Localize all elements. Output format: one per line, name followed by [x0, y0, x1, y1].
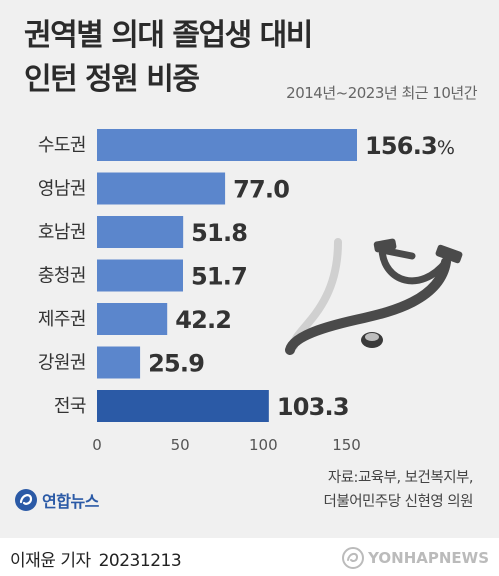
title-line-2: 인턴 정원 비중	[24, 62, 200, 97]
yonhap-swirl-icon	[342, 547, 365, 569]
category-label-4: 충청권	[38, 266, 86, 287]
bar-5	[97, 303, 168, 335]
x-axis-ticks: 0 50 100 150	[92, 436, 361, 454]
reporter-name: 이재윤 기자	[10, 551, 91, 571]
chart-subtitle: 2014년~2023년 최근 10년간	[286, 84, 477, 102]
credit-date: 20231213	[98, 551, 182, 571]
value-label-6: 25.9	[148, 350, 204, 378]
title-line-1: 권역별 의대 졸업생 대비	[24, 18, 313, 53]
value-label-3: 51.8	[191, 219, 247, 247]
bar-7	[97, 390, 269, 422]
bar-chart: 수도권 156.3% 영남권 77.0 호남권 51.8 충청권 51.7 제주권 42.2 강원권…	[38, 129, 463, 454]
bar-4	[97, 259, 184, 292]
bar-6	[97, 346, 141, 379]
category-label-6: 강원권	[38, 353, 86, 374]
value-label-4: 51.7	[191, 263, 247, 291]
x-tick-label-3: 100	[249, 436, 278, 454]
value-label-7: 103.3	[277, 393, 349, 421]
logo-text: 연합뉴스	[42, 492, 99, 511]
value-label-1: 156.3%	[365, 132, 454, 160]
bar-3	[97, 216, 184, 248]
value-label-2: 77.0	[233, 176, 289, 204]
x-tick-label-1: 0	[92, 436, 102, 454]
x-tick-label-2: 50	[171, 436, 190, 454]
yonhap-logo: 연합뉴스	[14, 488, 99, 512]
source-line-1: 자료:교육부, 보건복지부,	[327, 470, 474, 486]
infographic-card: 권역별 의대 졸업생 대비 인턴 정원 비중 2014년~2023년 최근 10…	[0, 0, 499, 538]
category-label-5: 제주권	[38, 309, 86, 330]
value-label-5: 42.2	[175, 306, 231, 334]
value-unit: %	[437, 137, 454, 159]
watermark-text: YONHAPNEWS	[368, 549, 489, 567]
watermark: YONHAPNEWS	[342, 547, 489, 569]
bars-group: 수도권 156.3% 영남권 77.0 호남권 51.8 충청권 51.7 제주권 42.2 강원권…	[38, 129, 455, 422]
footer: 이재윤 기자 20231213 YONHAPNEWS	[0, 538, 499, 576]
chart-title: 권역별 의대 졸업생 대비 인턴 정원 비중	[24, 14, 313, 102]
category-label-2: 영남권	[38, 179, 86, 200]
stethoscope-icon	[285, 238, 463, 355]
category-label-7: 전국	[54, 396, 86, 417]
source-line-2: 더불어민주당 신현영 의원	[323, 494, 474, 510]
x-tick-label-4: 150	[332, 436, 361, 454]
credit: 이재윤 기자 20231213	[10, 546, 182, 571]
source-note: 자료:교육부, 보건복지부, 더불어민주당 신현영 의원	[323, 466, 474, 514]
bar-1	[97, 129, 357, 161]
bar-2	[97, 172, 226, 205]
yonhap-logo-icon	[15, 489, 37, 511]
category-label-3: 호남권	[38, 222, 86, 243]
category-label-1: 수도권	[38, 135, 86, 156]
